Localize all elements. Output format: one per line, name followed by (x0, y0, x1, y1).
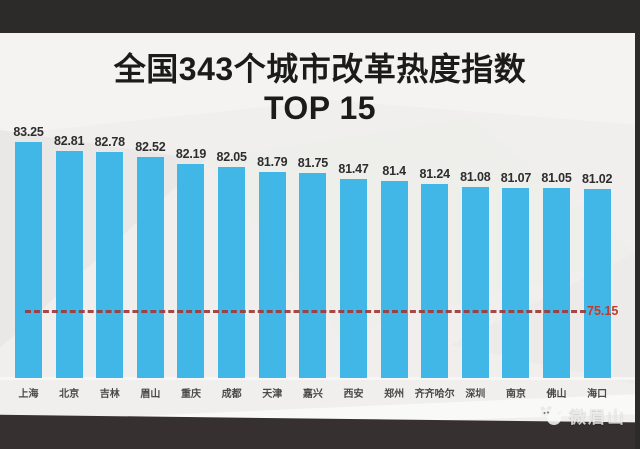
right-dark-edge (635, 0, 640, 449)
bar-value-label: 82.05 (216, 149, 247, 164)
watermark: 微眉山 (538, 403, 626, 428)
bar-category-label: 佛山 (546, 389, 567, 400)
top-dark-bar (0, 0, 640, 33)
bar-category-label: 天津 (262, 389, 283, 400)
panda-mascot-icon (540, 405, 562, 425)
bar (55, 150, 83, 378)
bar-category-label: 嘉兴 (302, 389, 323, 400)
bar-category-label: 郑州 (384, 389, 405, 400)
bar (543, 187, 571, 378)
bar-value-label: 81.47 (338, 162, 369, 177)
bar-category-label: 北京 (59, 389, 80, 400)
bar-value-label: 81.24 (419, 166, 450, 181)
bar-category-label: 海口 (587, 389, 608, 400)
bar-value-label: 81.79 (257, 155, 288, 170)
bar (380, 180, 408, 378)
bar-category-label: 眉山 (140, 389, 161, 400)
bar-category-label: 西安 (343, 389, 364, 400)
bar (218, 166, 246, 378)
title-line-2: TOP 15 (263, 90, 377, 127)
bar-value-label: 81.07 (500, 170, 532, 185)
bar-value-label: 81.08 (460, 170, 491, 185)
bar-value-label: 82.19 (175, 147, 207, 161)
x-axis-baseline (0, 377, 635, 380)
bar-category-label: 齐齐哈尔 (414, 389, 455, 400)
bar-category-label: 成都 (221, 389, 242, 400)
bar (15, 141, 42, 378)
page-title: 全国343个城市改革热度指数 TOP 15 (0, 50, 640, 128)
bar-value-label: 82.81 (53, 133, 85, 148)
bar-category-label: 上海 (18, 389, 39, 400)
bar (258, 172, 286, 378)
bar (421, 183, 449, 378)
bar (96, 151, 124, 378)
bar-value-label: 82.78 (94, 134, 125, 149)
bar (583, 188, 611, 378)
bar (299, 173, 327, 378)
bar-value-label: 81.02 (582, 171, 613, 186)
bar-category-label: 重庆 (180, 389, 201, 400)
reference-dashed-line (25, 310, 586, 314)
bar (502, 187, 530, 378)
title-line-1: 全国343个城市改革热度指数 (113, 51, 527, 87)
bar-value-label: 81.05 (541, 170, 572, 185)
bar-category-label: 吉林 (99, 389, 120, 400)
bar-value-label: 81.75 (297, 156, 328, 171)
watermark-text: 微眉山 (569, 408, 626, 427)
bar (461, 187, 489, 378)
bar-category-label: 深圳 (465, 389, 486, 400)
bar-value-label: 83.25 (13, 124, 44, 139)
bar-category-label: 南京 (505, 389, 526, 400)
bar (177, 164, 205, 378)
bar-value-label: 81.4 (382, 163, 406, 178)
bar-value-label: 82.52 (135, 140, 166, 155)
reference-line-label: 75.15 (587, 303, 619, 318)
bar (339, 179, 367, 378)
bar (136, 157, 164, 378)
